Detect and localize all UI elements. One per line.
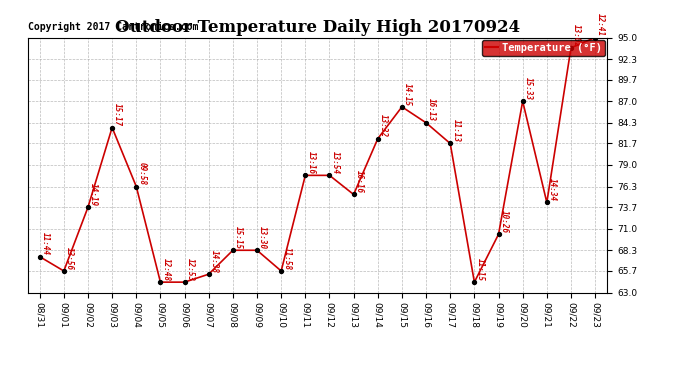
Text: 11:13: 11:13 (451, 119, 460, 142)
Point (83, 204, 94, 210)
Point (228, 247, 239, 253)
Point (34, 254, 46, 260)
Text: 14:19: 14:19 (89, 183, 98, 206)
Text: 14:38: 14:38 (210, 250, 219, 273)
Point (106, 124, 117, 130)
Text: 11:15: 11:15 (475, 258, 484, 281)
Text: 16:16: 16:16 (355, 170, 364, 193)
Text: 13:32: 13:32 (379, 114, 388, 138)
Point (541, 200, 552, 206)
Point (299, 172, 310, 178)
Text: 11:44: 11:44 (41, 232, 50, 255)
Point (155, 279, 166, 285)
Text: 15:33: 15:33 (524, 77, 533, 100)
Point (348, 192, 359, 198)
Text: 13:02: 13:02 (572, 24, 581, 46)
Point (493, 231, 504, 237)
Text: 15:15: 15:15 (234, 226, 243, 249)
Point (58, 268, 69, 274)
Text: 11:58: 11:58 (282, 247, 291, 270)
Text: 13:54: 13:54 (331, 151, 339, 174)
Point (251, 247, 262, 253)
Point (203, 271, 214, 277)
Text: 15:17: 15:17 (113, 103, 122, 126)
Point (469, 279, 480, 285)
Text: 12:48: 12:48 (161, 258, 170, 281)
Text: 12:41: 12:41 (596, 13, 605, 36)
Point (276, 268, 287, 274)
Point (565, 45, 576, 51)
Point (444, 141, 455, 147)
Point (179, 279, 190, 285)
Point (589, 34, 600, 40)
Point (373, 136, 384, 142)
Text: 09:58: 09:58 (137, 162, 146, 185)
Point (324, 172, 335, 178)
Title: Outdoor Temperature Daily High 20170924: Outdoor Temperature Daily High 20170924 (115, 19, 520, 36)
Text: 16:13: 16:13 (427, 99, 436, 122)
Text: 13:30: 13:30 (258, 226, 267, 249)
Point (518, 98, 529, 104)
Text: 14:34: 14:34 (548, 178, 557, 201)
Text: 13:56: 13:56 (65, 247, 74, 270)
Text: 10:26: 10:26 (500, 210, 509, 233)
Point (420, 120, 432, 126)
Legend: Temperature (°F): Temperature (°F) (482, 40, 605, 56)
Text: 14:15: 14:15 (403, 82, 412, 106)
Point (130, 183, 142, 189)
Point (396, 104, 407, 110)
Text: 12:53: 12:53 (186, 258, 195, 281)
Text: 13:16: 13:16 (306, 151, 315, 174)
Text: Copyright 2017 Cartronics.com: Copyright 2017 Cartronics.com (28, 22, 198, 32)
